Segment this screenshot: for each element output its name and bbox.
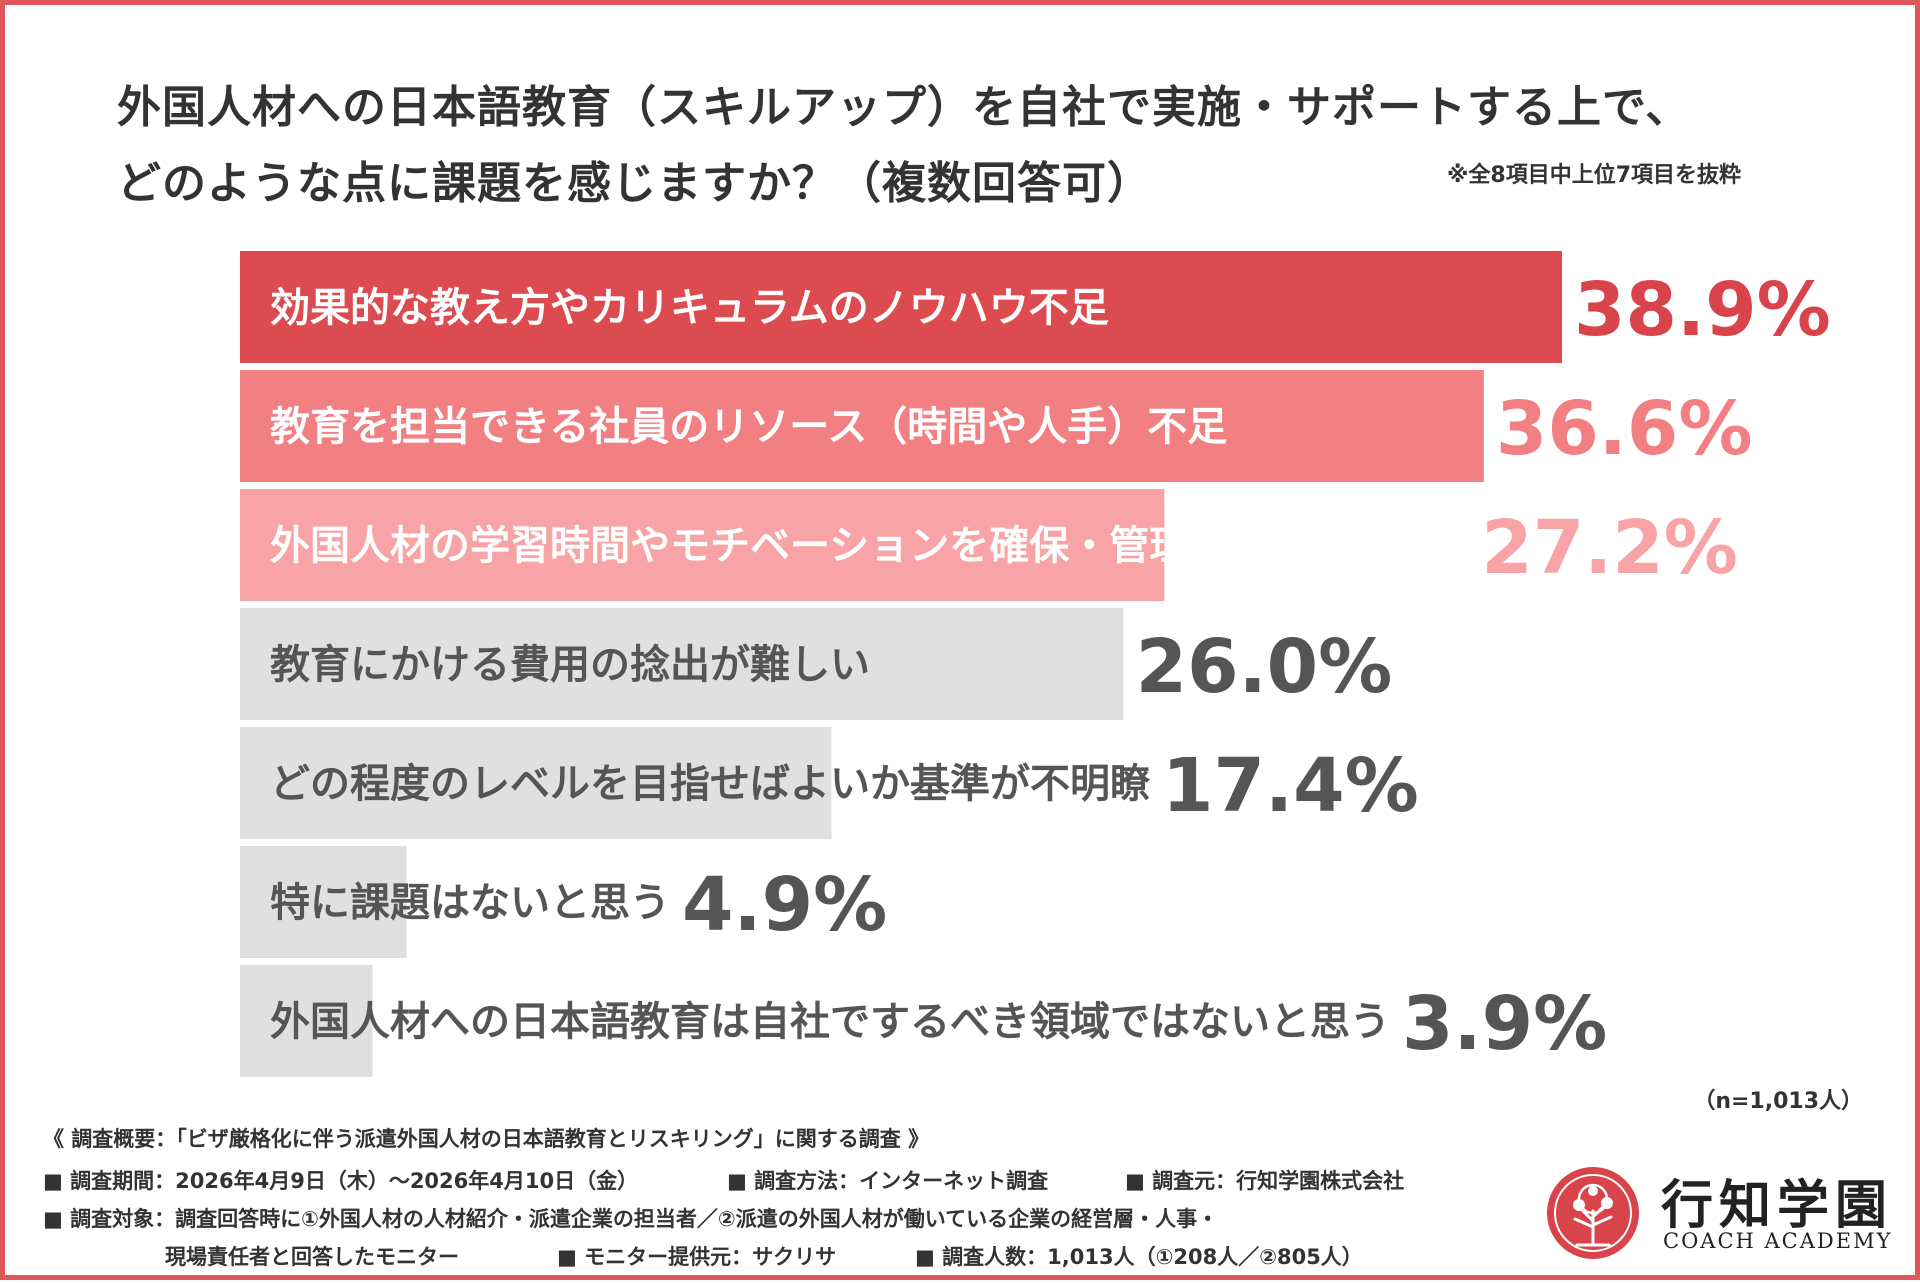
value-label-4: 26.0% bbox=[1136, 624, 1393, 710]
chart-note: ※全8項目中上位7項目を抜粋 bbox=[1447, 163, 1742, 188]
logo-name-en: COACH ACADEMY bbox=[1663, 1229, 1893, 1253]
bar-label-1: 効果的な教え方やカリキュラムのノウハウ不足 bbox=[270, 285, 1109, 331]
value-label-7: 3.9% bbox=[1402, 981, 1607, 1067]
value-label-5: 17.4% bbox=[1162, 743, 1419, 829]
survey-method: ■ 調査方法：インターネット調査 bbox=[727, 1169, 1049, 1193]
bar-label-5: どの程度のレベルを目指せばよいか基準が不明瞭 bbox=[270, 761, 1151, 807]
value-label-6: 4.9% bbox=[682, 862, 887, 948]
value-label-2: 36.6% bbox=[1496, 386, 1753, 472]
survey-count: ■ 調査人数：1,013人（①208人／②805人） bbox=[915, 1245, 1363, 1269]
bar-1 bbox=[240, 251, 1562, 363]
tree-seal-icon bbox=[1547, 1167, 1639, 1259]
survey-period: ■ 調査期間：2026年4月9日（木）～2026年4月10日（金） bbox=[43, 1169, 639, 1193]
bar-6 bbox=[240, 846, 407, 958]
bar-2 bbox=[240, 370, 1484, 482]
company-logo: 行知学園 COACH ACADEMY bbox=[1545, 1165, 1905, 1265]
monitor-provider: ■ モニター提供元：サクリサ bbox=[557, 1245, 837, 1269]
chart-title-line-1: 外国人材への日本語教育（スキルアップ）を自社で実施・サポートする上で、 bbox=[117, 82, 1691, 133]
chart-title-line-2: どのような点に課題を感じますか？（複数回答可） bbox=[117, 158, 1152, 209]
logo-name-jp: 行知学園 bbox=[1661, 1175, 1894, 1236]
value-label-3: 27.2% bbox=[1481, 505, 1738, 591]
bar-chart: 効果的な教え方やカリキュラムのノウハウ不足 38.9% 教育を担当できる社員のリソー… bbox=[240, 251, 1831, 1077]
value-label-1: 38.9% bbox=[1574, 267, 1831, 353]
bar-3 bbox=[240, 489, 1165, 601]
survey-target-line-2: 現場責任者と回答したモニター bbox=[165, 1245, 459, 1269]
bar-label-4: 教育にかける費用の捻出が難しい bbox=[270, 642, 870, 688]
bar-label-3: 外国人材の学習時間やモチベーションを確保・管理するのが難しい bbox=[270, 523, 1469, 569]
sample-size-label: （n=1,013人） bbox=[1693, 1089, 1863, 1114]
bar-4 bbox=[240, 608, 1124, 720]
bar-label-2: 教育を担当できる社員のリソース（時間や人手）不足 bbox=[270, 404, 1227, 450]
survey-summary: 《 調査概要：「ビザ厳格化に伴う派遣外国人材の日本語教育とリスキリング」に関する… bbox=[43, 1127, 930, 1151]
bar-label-7: 外国人材への日本語教育は自社でするべき領域ではないと思う bbox=[270, 999, 1390, 1045]
survey-source: ■ 調査元：行知学園株式会社 bbox=[1125, 1169, 1405, 1193]
bar-label-6: 特に課題はないと思う bbox=[270, 880, 670, 926]
survey-target-line-1: ■ 調査対象：調査回答時に①外国人材の人材紹介・派遣企業の担当者／②派遣の外国人… bbox=[43, 1207, 1219, 1231]
bar-5 bbox=[240, 727, 832, 839]
bar-7 bbox=[240, 965, 373, 1077]
